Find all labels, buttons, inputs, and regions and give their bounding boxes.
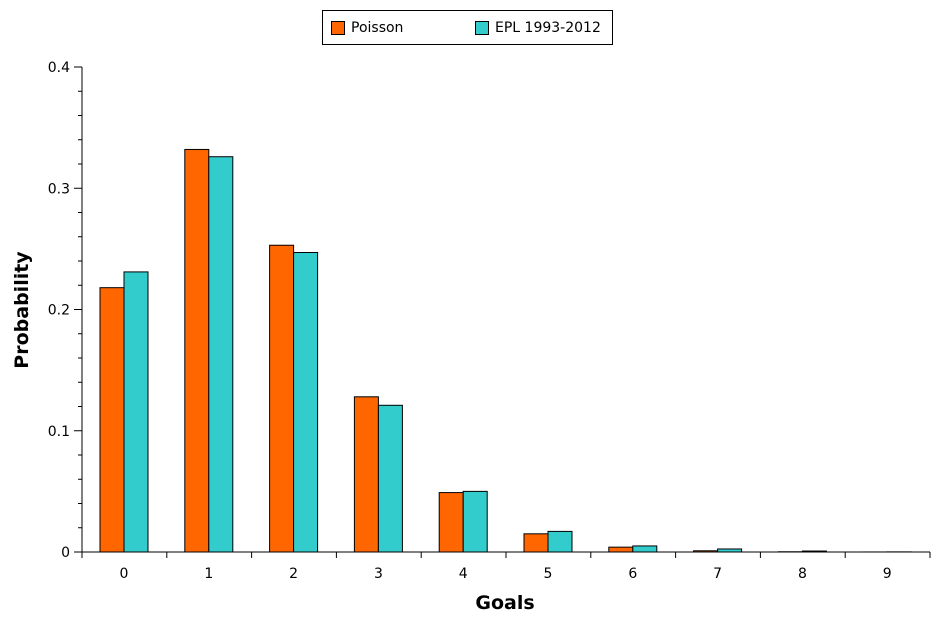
- bar-poisson-5: [524, 534, 548, 552]
- x-axis-title: Goals: [475, 592, 534, 614]
- y-tick-label-0.2: 0.2: [48, 303, 70, 319]
- y-tick-label-0.4: 0.4: [48, 60, 70, 76]
- legend-label-epl: EPL 1993-2012: [495, 20, 601, 36]
- y-tick-label-0.1: 0.1: [48, 424, 70, 440]
- x-tick-label-6: 6: [628, 566, 637, 582]
- bar-poisson-2: [270, 245, 294, 552]
- bar-poisson-3: [354, 397, 378, 552]
- x-tick-label-8: 8: [798, 566, 807, 582]
- y-axis-title: Probability: [11, 251, 33, 368]
- legend-label-poisson: Poisson: [351, 20, 403, 36]
- bar-epl-0: [124, 272, 148, 552]
- y-tick-label-0: 0: [61, 545, 70, 561]
- bar-poisson-6: [609, 547, 633, 552]
- bar-epl-1: [209, 157, 233, 552]
- x-tick-label-7: 7: [713, 566, 722, 582]
- x-tick-label-0: 0: [120, 566, 129, 582]
- bars-layer: [100, 149, 911, 552]
- bar-poisson-4: [439, 493, 463, 552]
- x-tick-label-9: 9: [883, 566, 892, 582]
- x-tick-label-3: 3: [374, 566, 383, 582]
- bar-poisson-0: [100, 288, 124, 552]
- bar-epl-4: [463, 491, 487, 552]
- bar-epl-3: [378, 405, 402, 552]
- axes-layer: 0 0.1 0.2 0.3 0.4 0 1 2 3 4 5 6 7 8 9: [48, 60, 930, 582]
- legend-item-epl: EPL 1993-2012: [475, 19, 601, 37]
- legend-item-poisson: Poisson: [331, 19, 403, 37]
- x-tick-label-5: 5: [544, 566, 553, 582]
- legend-swatch-poisson: [331, 21, 345, 35]
- bar-epl-6: [633, 546, 657, 552]
- x-tick-label-4: 4: [459, 566, 468, 582]
- bar-epl-5: [548, 531, 572, 552]
- x-tick-label-1: 1: [204, 566, 213, 582]
- legend-swatch-epl: [475, 21, 489, 35]
- bar-poisson-1: [185, 149, 209, 552]
- bar-epl-2: [294, 253, 318, 552]
- legend: Poisson EPL 1993-2012: [322, 10, 613, 45]
- y-tick-label-0.3: 0.3: [48, 181, 70, 197]
- x-tick-label-2: 2: [289, 566, 298, 582]
